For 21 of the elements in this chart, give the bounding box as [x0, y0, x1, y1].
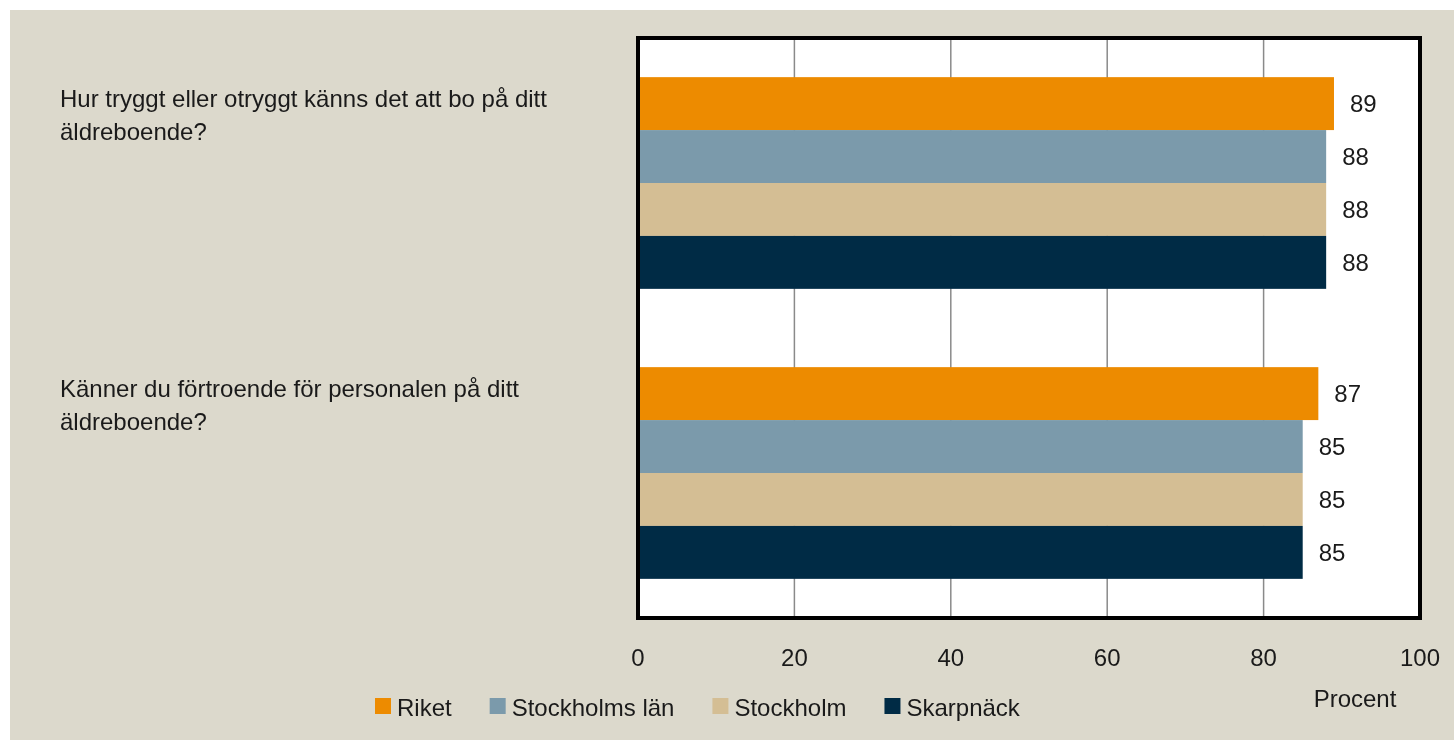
legend-label: Riket [397, 693, 453, 721]
data-label: 87 [1334, 380, 1362, 408]
legend-label: Stockholm [734, 693, 847, 721]
x-tick-label: 40 [937, 643, 965, 671]
y-tick-label: Känner du förtroende för personalen på ditt äldreboende? [60, 375, 520, 436]
x-tick-label: 60 [1093, 643, 1121, 671]
data-label: 88 [1342, 248, 1369, 276]
data-label: 89 [1349, 90, 1377, 118]
data-label: 85 [1318, 485, 1346, 513]
y-tick-label: Hur tryggt eller otryggt känns det att bo på ditt äldreboende? [60, 85, 548, 146]
x-tick-label: 80 [1250, 643, 1277, 671]
legend-label: Skarpnäck [906, 693, 1021, 721]
data-label: 85 [1318, 538, 1346, 566]
data-label: 88 [1342, 143, 1369, 171]
legend-label: Stockholms län [511, 693, 675, 721]
x-tick-label: 0 [631, 643, 645, 671]
x-tick-label: 100 [1399, 643, 1441, 671]
data-label: 88 [1342, 195, 1369, 223]
data-label: 85 [1318, 433, 1346, 461]
x-tick-label: 20 [781, 643, 808, 671]
x-axis-title: Procent [1313, 684, 1397, 712]
